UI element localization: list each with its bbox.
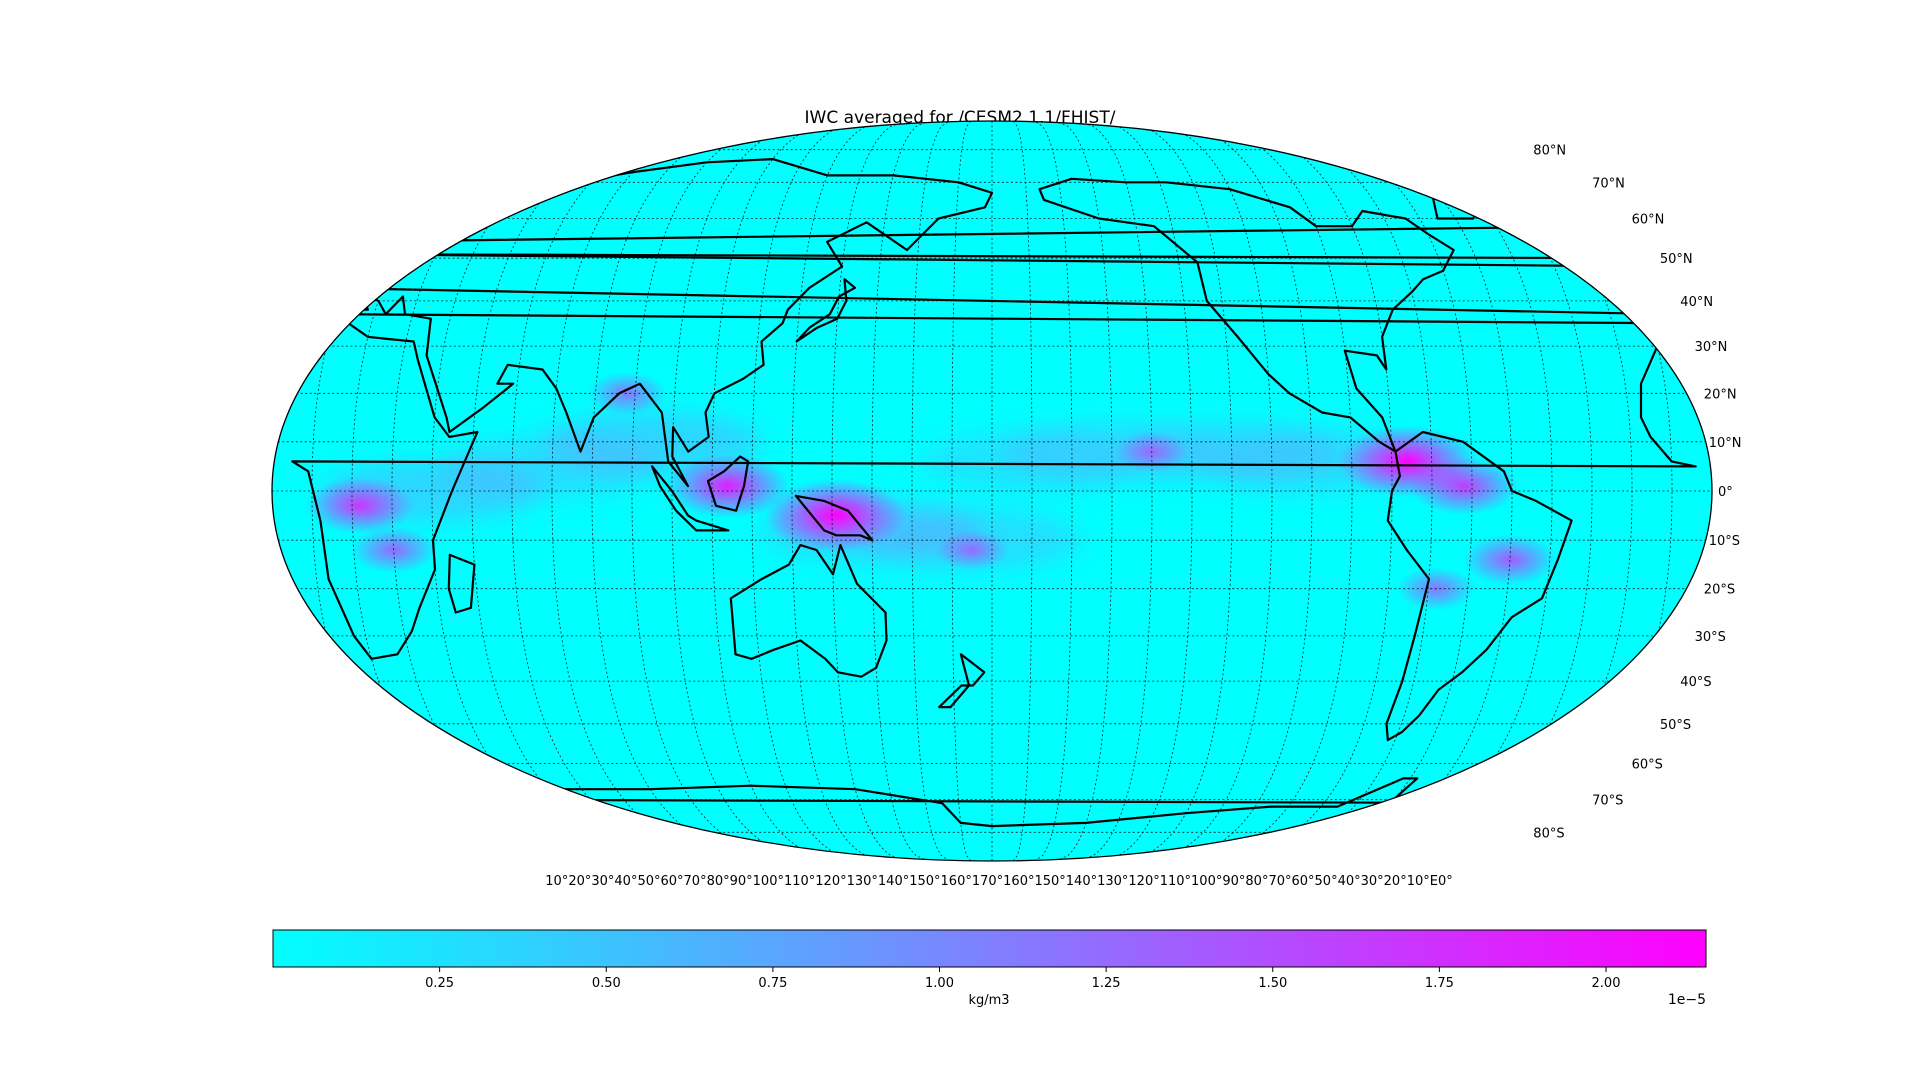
- lat-label: 0°: [1718, 485, 1733, 500]
- meridian-line: [831, 121, 908, 861]
- meridian-line: [711, 121, 844, 861]
- colorbar-tick-label: 2.00: [1592, 976, 1621, 991]
- lat-label: 70°N: [1592, 176, 1625, 191]
- land-japan: [795, 278, 857, 343]
- colorbar-tick-label: 1.75: [1425, 976, 1454, 991]
- meridian-line: [1012, 121, 1033, 861]
- iwc-hotspot-amazon: [1408, 457, 1520, 516]
- lat-label: 50°S: [1660, 718, 1691, 733]
- meridian-line: [1076, 121, 1153, 861]
- land-new-guinea: [794, 494, 874, 542]
- meridian-line: [1331, 121, 1633, 861]
- iwc-hotspot-spcz: [935, 529, 1009, 571]
- land-south-america: [1385, 430, 1573, 742]
- colorbar-tick-label: 0.50: [592, 976, 621, 991]
- meridian-line: [1246, 121, 1473, 861]
- lat-label: 40°S: [1680, 675, 1711, 690]
- meridian-line: [511, 121, 738, 861]
- iwc-hotspot-brazil-highlands: [1462, 534, 1558, 585]
- meridian-line: [751, 121, 865, 861]
- colorbar-label: kg/m3: [968, 993, 1010, 1008]
- meridian-line: [911, 121, 950, 861]
- meridian-line: [1182, 121, 1353, 861]
- land-australia: [729, 544, 888, 678]
- meridian-line: [1267, 121, 1513, 861]
- iwc-hotspot-borneo: [665, 453, 791, 519]
- colorbar-tick-label: 1.00: [925, 976, 954, 991]
- land-iceland: [1534, 195, 1572, 205]
- meridian-line: [1034, 121, 1073, 861]
- colorbar-bar: [272, 929, 1707, 968]
- land-madagascar: [447, 553, 476, 614]
- lat-label: 10°N: [1709, 436, 1742, 451]
- lat-label: 80°S: [1533, 826, 1564, 841]
- colorbar-tick-label: 1.25: [1092, 976, 1121, 991]
- meridian-line: [871, 121, 929, 861]
- meridian-line: [1055, 121, 1113, 861]
- meridian-line: [471, 121, 717, 861]
- colorbar-tick-label: 1.50: [1258, 976, 1287, 991]
- iwc-hotspot-central-africa: [305, 477, 415, 535]
- meridian-line: [351, 121, 653, 861]
- colorbar-tick-label: 0.25: [425, 976, 454, 991]
- lat-label: 70°S: [1592, 794, 1623, 809]
- lat-label: 20°N: [1704, 387, 1737, 402]
- land-borneo: [706, 455, 750, 512]
- meridian-line: [1140, 121, 1273, 861]
- iwc-field: [305, 371, 1558, 611]
- map-border: [271, 120, 1713, 862]
- land-new-zealand: [938, 653, 986, 709]
- lat-label: 30°S: [1695, 630, 1726, 645]
- colorbar-tick-label: 0.75: [758, 976, 787, 991]
- lat-label: 40°N: [1680, 295, 1713, 310]
- longitude-labels: 10°20°30°40°50°60°70°80°90°100°110°120°1…: [545, 874, 1452, 889]
- land-sumatra-java: [651, 465, 730, 532]
- meridian-line: [1161, 121, 1313, 861]
- lat-label: 30°N: [1695, 340, 1728, 355]
- meridian-line: [1119, 121, 1233, 861]
- lat-label: 10°S: [1709, 534, 1740, 549]
- lat-label: 60°S: [1632, 758, 1663, 773]
- lat-label: 20°S: [1704, 583, 1735, 598]
- colorbar: 0.25 0.50 0.75 1.00 1.25 1.50 1.75 2.00: [272, 929, 1707, 991]
- lat-label: 50°N: [1660, 252, 1693, 267]
- meridian-line: [631, 121, 802, 861]
- lat-label: 60°N: [1632, 213, 1665, 228]
- meridian-line: [951, 121, 972, 861]
- lat-label: 80°N: [1533, 144, 1566, 159]
- colorbar-ticks: 0.25 0.50 0.75 1.00 1.25 1.50 1.75 2.00: [425, 967, 1620, 991]
- latitude-labels: 80°N 70°N 60°N 50°N 40°N 30°N 20°N 10°N 0° 10°S 20…: [1533, 144, 1741, 842]
- colorbar-exponent: 1e−5: [1667, 992, 1706, 1008]
- meridian-line: [671, 121, 823, 861]
- map-area: [272, 121, 1712, 861]
